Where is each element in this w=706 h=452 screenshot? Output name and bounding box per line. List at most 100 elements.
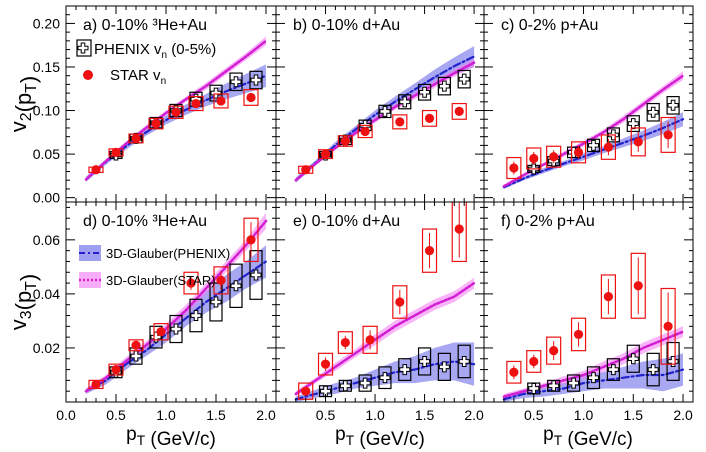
phenix-sys-box — [189, 298, 203, 333]
y-tick-label: 0.02 — [33, 340, 60, 356]
star-sys-box — [188, 95, 204, 112]
star-sys-box — [337, 331, 353, 354]
star-point — [151, 119, 161, 129]
star-point — [191, 98, 201, 109]
phenix-point — [419, 355, 431, 367]
phenix-sys-box — [249, 250, 263, 300]
y-tick-label: 0.06 — [33, 232, 60, 248]
star-sys-box — [392, 114, 408, 130]
phenix-point — [399, 96, 411, 108]
star-point — [663, 321, 673, 331]
star-sys-box — [630, 252, 646, 319]
star-point — [549, 152, 559, 162]
phenix-point — [250, 269, 262, 281]
panel-label: a) 0-10% ³He+Au — [83, 17, 207, 34]
phenix-point — [170, 323, 182, 335]
legend-star-marker — [83, 70, 93, 80]
star-point — [340, 136, 350, 146]
y-tick-label: 0.05 — [33, 146, 60, 162]
phenix-point — [130, 350, 142, 362]
x-tick-label: 0.5 — [106, 407, 126, 423]
x-axis-title: pT (GeV/c) — [335, 424, 425, 450]
phenix-point — [438, 361, 450, 373]
star-sys-box — [526, 350, 542, 373]
phenix-point — [647, 364, 659, 376]
star-sys-box — [570, 317, 587, 352]
star-sys-box — [243, 89, 259, 106]
star-sys-box — [421, 109, 438, 127]
star-sys-box — [600, 274, 617, 319]
phenix-sys-box — [149, 325, 163, 349]
legend-glauber-star-swatch — [79, 272, 101, 288]
phenix-sys-box — [606, 358, 620, 381]
phenix-point — [320, 385, 332, 397]
phenix-point — [339, 380, 351, 392]
star-sys-box — [506, 156, 522, 180]
phenix-point — [587, 372, 599, 384]
x-tick-label: 1.5 — [624, 407, 644, 423]
x-tick-label: 0.5 — [316, 407, 336, 423]
phenix-sys-box — [169, 314, 183, 344]
panel-b: b) 0-10% d+Au — [275, 5, 485, 203]
star-sys-box — [213, 93, 229, 109]
x-tick-label: 1.5 — [206, 407, 226, 423]
phenix-point — [667, 99, 679, 111]
legend-phenix-marker — [77, 42, 89, 54]
star-point — [216, 96, 226, 106]
phenix-sys-box — [437, 76, 451, 96]
phenix-sys-box — [646, 352, 660, 387]
phenix-sys-box — [457, 344, 471, 379]
x-tick-label: 2.0 — [464, 407, 484, 423]
phenix-sys-box — [586, 138, 601, 153]
phenix-sys-box — [566, 374, 581, 392]
legend-layer: PHENIX vn (0-5%) STAR vn 3D-Glauber(PHENIX… — [76, 39, 230, 288]
phenix-point — [528, 382, 540, 394]
star-sys-box — [660, 287, 676, 365]
phenix-sys-box — [229, 263, 243, 309]
phenix-point — [458, 73, 470, 85]
phenix-point — [210, 296, 222, 308]
phenix-sys-box — [378, 104, 392, 119]
phenix-point — [399, 364, 411, 376]
plot-area — [294, 202, 476, 402]
phenix-sys-box — [437, 352, 451, 381]
phenix-sys-box — [646, 102, 660, 122]
star-point — [186, 278, 196, 288]
star-point — [529, 356, 539, 367]
star-point — [573, 147, 584, 157]
star-sys-box — [600, 134, 617, 160]
x-tick-label: 2.0 — [256, 407, 276, 423]
phenix-sys-box — [666, 341, 680, 381]
star-point — [663, 130, 673, 140]
y-tick-label: 0.10 — [33, 103, 60, 119]
glauber-phenix-line — [502, 118, 685, 189]
star-point — [395, 117, 405, 127]
x-tick-label: 0.0 — [56, 407, 76, 423]
y-axis-title-v3: v3(pT) — [6, 274, 41, 330]
star-point — [603, 291, 614, 302]
phenix-point — [230, 280, 242, 292]
star-point — [171, 107, 181, 117]
star-point — [633, 137, 643, 147]
star-point — [156, 327, 166, 337]
star-point — [573, 329, 584, 340]
star-sys-box — [243, 217, 259, 263]
phenix-sys-box — [626, 115, 640, 133]
phenix-point — [190, 310, 202, 322]
star-sys-box — [546, 336, 562, 365]
panel-label: c) 0-2% p+Au — [501, 17, 598, 34]
star-point — [246, 92, 256, 103]
legend-star-label: STAR vn — [110, 67, 166, 87]
y-tick-label: 0.20 — [33, 15, 60, 31]
panel-f: f) 0-2% p+Au — [483, 201, 694, 403]
star-sys-box — [570, 141, 587, 164]
star-point — [603, 142, 614, 152]
star-point — [360, 126, 370, 137]
panel-c: c) 0-2% p+Au — [483, 5, 694, 203]
plot-area — [84, 36, 268, 182]
phenix-point — [419, 86, 431, 98]
star-sys-box — [421, 228, 438, 273]
star-point — [424, 246, 435, 256]
star-sys-box — [148, 117, 164, 130]
star-point — [633, 281, 643, 291]
